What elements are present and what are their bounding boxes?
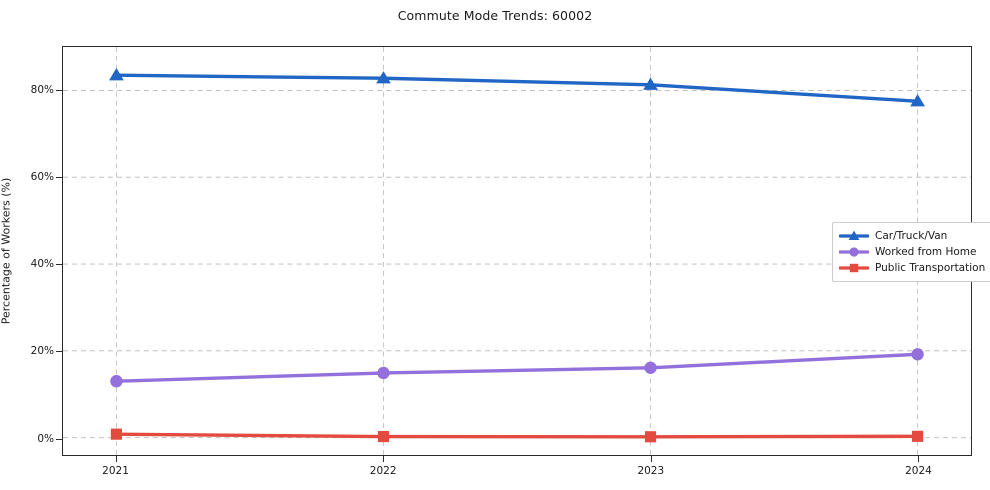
- chart-title: Commute Mode Trends: 60002: [397, 8, 593, 23]
- legend-label: Worked from Home: [875, 246, 977, 258]
- y-tick-mark: [56, 438, 62, 440]
- data-point-marker: [910, 94, 925, 107]
- data-point-marker: [644, 361, 657, 374]
- legend-label: Public Transportation: [875, 262, 986, 274]
- series-line: [114, 432, 920, 439]
- data-point-marker: [110, 375, 123, 388]
- data-point-marker: [912, 430, 924, 442]
- y-tick-mark: [56, 89, 62, 91]
- y-tick-label: 40%: [30, 258, 54, 271]
- y-tick-mark: [56, 351, 62, 353]
- x-tick-mark: [383, 456, 385, 462]
- legend-marker-square-icon: [839, 263, 869, 273]
- data-point-marker: [643, 77, 658, 90]
- data-point-marker: [377, 366, 390, 380]
- x-tick-mark: [918, 456, 920, 462]
- x-tick-mark: [115, 456, 117, 462]
- y-tick-label: 80%: [30, 83, 54, 96]
- series-line: [114, 73, 920, 103]
- y-tick-label: 20%: [30, 345, 54, 358]
- legend: Car/Truck/Van Worked from Home Public Tran…: [832, 222, 990, 282]
- legend-marker-triangle-icon: [839, 230, 869, 240]
- data-point-marker: [911, 348, 924, 361]
- y-tick-label: 0%: [37, 432, 54, 445]
- legend-marker-circle-icon: [839, 247, 869, 257]
- plot-area: [62, 46, 972, 456]
- x-tick-mark: [650, 456, 652, 462]
- data-point-marker: [644, 431, 657, 443]
- legend-item-2[interactable]: Worked from Home: [839, 244, 985, 260]
- data-point-marker: [376, 71, 391, 84]
- legend-item-1[interactable]: Car/Truck/Van: [839, 228, 985, 244]
- data-point-marker: [109, 68, 124, 81]
- legend-item-3[interactable]: Public Transportation: [839, 260, 985, 276]
- series-line: [114, 352, 920, 383]
- y-tick-label: 60%: [30, 170, 54, 183]
- series-2: [110, 348, 924, 388]
- x-tick-label: 2024: [905, 465, 932, 477]
- x-tick-label: 2023: [637, 465, 665, 477]
- series-1: [109, 68, 925, 107]
- series-3: [110, 428, 924, 443]
- data-point-marker: [377, 430, 390, 443]
- data-point-marker: [110, 428, 122, 440]
- y-tick-mark: [56, 264, 62, 266]
- legend-label: Car/Truck/Van: [875, 230, 948, 242]
- y-tick-mark: [56, 176, 62, 178]
- x-tick-label: 2022: [369, 465, 397, 477]
- x-tick-label: 2021: [102, 465, 129, 477]
- series-lines: [109, 68, 925, 443]
- y-axis-label: Percentage of Workers (%): [0, 177, 13, 325]
